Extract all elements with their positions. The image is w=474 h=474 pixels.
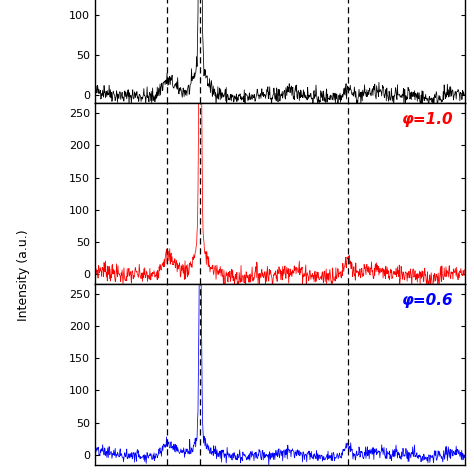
Text: φ=0.6: φ=0.6 xyxy=(402,293,454,308)
Text: φ=1.0: φ=1.0 xyxy=(402,112,454,128)
Text: Intensity (a.u.): Intensity (a.u.) xyxy=(17,229,29,321)
